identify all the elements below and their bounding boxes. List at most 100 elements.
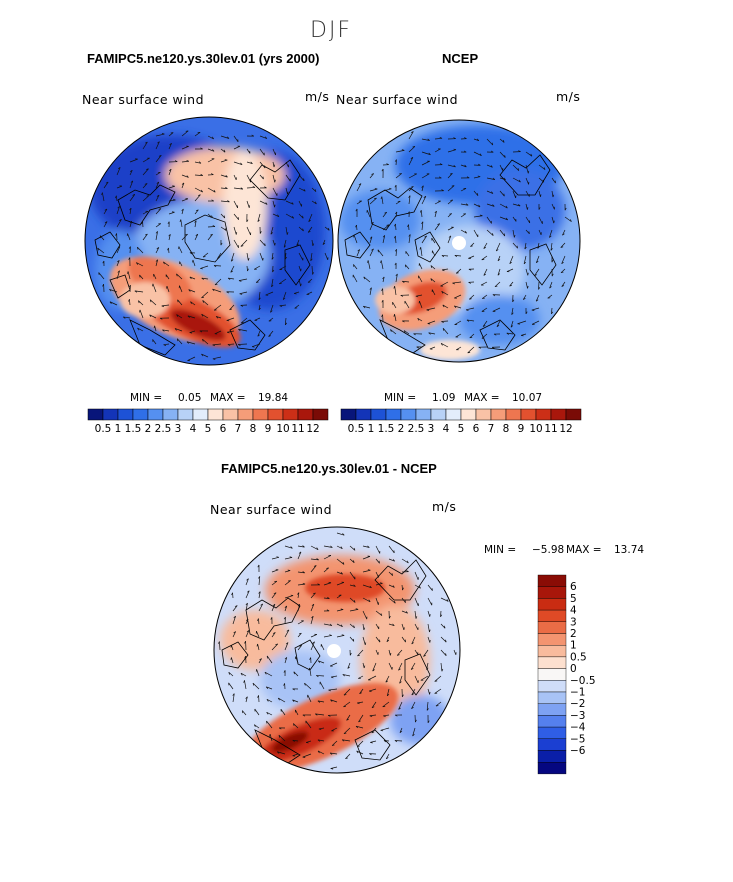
model-vector-head	[247, 268, 249, 272]
model-vector-head	[258, 297, 261, 301]
difference-vector-head	[233, 631, 236, 634]
ncep-colorbar-tick-label: 9	[518, 423, 525, 435]
difference-vector	[245, 578, 249, 586]
model-vector	[155, 223, 162, 228]
difference-vector-head	[387, 693, 390, 697]
difference-vectors	[218, 532, 457, 770]
difference-vector	[331, 740, 338, 746]
difference-vector	[329, 752, 338, 755]
difference-vector-head	[367, 545, 370, 548]
model-vector-head	[308, 219, 311, 222]
difference-vector	[271, 569, 279, 573]
model-vector-head	[169, 168, 172, 172]
ncep-vector	[510, 320, 514, 328]
difference-vector	[357, 649, 364, 657]
difference-vector	[401, 636, 406, 643]
difference-vector	[315, 713, 325, 716]
difference-vector-head	[266, 712, 269, 715]
left-field-label: Near surface wind	[82, 92, 205, 107]
difference-vector	[330, 766, 338, 769]
difference-vector	[375, 636, 381, 643]
model-vector	[227, 343, 235, 345]
ncep-vector-head	[491, 346, 495, 349]
ncep-vector	[395, 200, 401, 205]
ncep-vector-head	[527, 170, 530, 174]
ncep-vector-head	[419, 247, 422, 250]
ncep-vector	[512, 229, 515, 238]
model-vector-head	[158, 208, 162, 210]
difference-vector	[434, 688, 442, 694]
difference-vector	[266, 655, 273, 664]
ncep-vector	[525, 177, 529, 185]
model-vector-head	[238, 280, 242, 282]
model-vector-head	[176, 273, 178, 277]
model-vector-head	[279, 305, 283, 307]
model-vector-head	[163, 261, 165, 265]
difference-colorbar-tick-label: −3	[570, 710, 585, 722]
difference-vector	[414, 623, 419, 631]
model-vector-head	[162, 329, 165, 332]
model-vector	[307, 278, 313, 283]
ncep-colorbar-tick-label: 1.5	[378, 423, 395, 435]
ncep-vector	[353, 264, 358, 270]
model-vector-head	[300, 283, 302, 287]
ncep-vector	[525, 151, 533, 157]
model-vector-head	[251, 134, 254, 137]
difference-vector-head	[341, 739, 345, 742]
ncep-vector-head	[562, 233, 565, 236]
ncep-vector	[428, 332, 436, 335]
model-vector-head	[270, 310, 273, 313]
difference-vector-head	[258, 591, 261, 594]
model-vector	[127, 233, 131, 241]
ncep-vector-head	[518, 204, 521, 207]
difference-vector	[346, 714, 351, 721]
ncep-vector-head	[537, 246, 540, 249]
ncep-vector	[560, 242, 566, 248]
ncep-vector-head	[492, 294, 496, 297]
ncep-vector	[460, 213, 466, 218]
left-min-value: 0.05	[178, 392, 202, 404]
model-vector	[233, 174, 237, 181]
ncep-colorbar-swatch	[355, 408, 372, 421]
difference-colorbar-swatch	[537, 750, 567, 763]
ncep-vector-head	[408, 234, 411, 237]
difference-vector-head	[423, 655, 426, 657]
model-vector-head	[195, 209, 199, 212]
difference-vector	[310, 558, 319, 561]
difference-vector	[336, 582, 345, 586]
ncep-colorbar: 0.5 1 1.5 2 2.5 3 4 5 6 7 8 9 10 11 12	[340, 408, 582, 435]
ncep-vector-head	[442, 328, 445, 331]
ncep-vector	[395, 159, 397, 166]
ncep-colorbar-tick-label: 11	[544, 423, 557, 435]
ncep-vector-head	[497, 258, 501, 262]
model-vector	[257, 330, 261, 337]
ncep-vector	[481, 307, 488, 312]
difference-vector-head	[353, 547, 356, 551]
model-vector-head	[197, 194, 201, 196]
ncep-vector-head	[553, 220, 555, 224]
difference-vector	[318, 660, 325, 664]
model-vector	[270, 226, 274, 235]
ncep-vector-head	[453, 137, 456, 140]
difference-vector-head	[369, 690, 372, 692]
ncep-vector-head	[478, 204, 481, 208]
difference-vector	[271, 580, 278, 586]
ncep-vector	[561, 281, 566, 287]
diff-max-label: MAX =	[566, 544, 602, 556]
model-vector-head	[132, 194, 135, 196]
difference-vector	[388, 545, 395, 554]
ncep-vector	[392, 302, 397, 309]
model-colorbar-tick-label: 5	[205, 423, 212, 435]
model-vector	[153, 273, 157, 280]
ncep-vector-head	[549, 235, 552, 238]
model-vector	[311, 187, 317, 192]
ncep-vector	[512, 242, 518, 249]
ncep-vector-head	[464, 137, 467, 139]
model-vector	[207, 135, 214, 140]
model-vector	[272, 161, 275, 168]
model-vector-head	[241, 322, 244, 324]
model-vector-head	[224, 228, 227, 231]
ncep-vector	[531, 307, 540, 311]
model-vector	[99, 235, 105, 241]
model-vector	[322, 239, 326, 245]
